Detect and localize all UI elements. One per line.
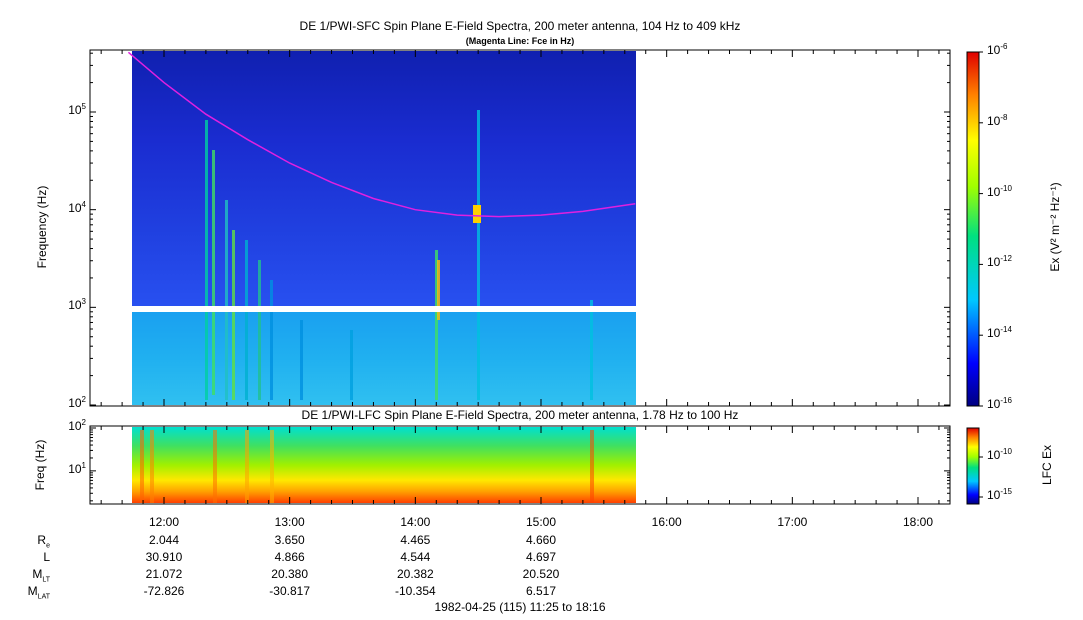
x-tick-label: 18:00 bbox=[902, 515, 934, 529]
upper-y-tick-label: 103 bbox=[68, 297, 86, 313]
upper-colorbar-tick-label: 10-16 bbox=[987, 396, 1012, 411]
x-axis-ticks bbox=[100, 50, 940, 504]
upper-y-axis-label: Frequency (Hz) bbox=[35, 185, 49, 269]
sfc-streak bbox=[590, 300, 593, 400]
upper-y-tick-label: 104 bbox=[68, 199, 86, 215]
lfc-streak bbox=[140, 430, 144, 503]
sfc-streak bbox=[350, 330, 353, 400]
lfc-streak bbox=[270, 430, 274, 503]
sfc-streak bbox=[225, 200, 228, 400]
lower-y-axis-label: Freq (Hz) bbox=[33, 439, 47, 491]
lower-colorbar-tick-label: 10-15 bbox=[987, 487, 1012, 502]
ephemeris-value: 4.660 bbox=[525, 533, 557, 547]
upper-colorbar-label-text: Ex (V² m⁻² Hz⁻¹) bbox=[1048, 182, 1062, 272]
lower-colorbar-label: LFC Ex bbox=[1040, 445, 1054, 486]
ephemeris-value: 20.382 bbox=[396, 567, 434, 581]
upper-colorbar-tick-label: 10-12 bbox=[987, 254, 1012, 270]
upper-y-ticks bbox=[90, 52, 950, 406]
sfc-streak bbox=[232, 230, 235, 400]
upper-panel-subtitle: (Magenta Line: Fce in Hz) bbox=[465, 36, 575, 46]
ephemeris-value: -30.817 bbox=[269, 584, 310, 598]
ephemeris-value: 6.517 bbox=[525, 584, 557, 598]
upper-colorbar bbox=[966, 51, 980, 407]
sfc-hotspot bbox=[473, 205, 481, 223]
lower-y-ticks bbox=[90, 427, 950, 502]
ephemeris-row-label: MLAT bbox=[27, 584, 50, 601]
sfc-streak bbox=[435, 250, 438, 400]
lower-y-tick-label: 102 bbox=[68, 418, 86, 433]
ephemeris-row-label: Re bbox=[37, 533, 50, 550]
sfc-spectrogram-low bbox=[132, 312, 636, 405]
lower-panel-title: DE 1/PWI-LFC Spin Plane E-Field Spectra,… bbox=[301, 408, 739, 422]
x-tick-label: 16:00 bbox=[651, 515, 682, 529]
ephemeris-value: 4.697 bbox=[525, 550, 557, 564]
ephemeris-value: -10.354 bbox=[394, 584, 436, 598]
lfc-streak bbox=[590, 430, 594, 503]
lower-colorbar-ticks bbox=[979, 456, 983, 498]
x-tick-label: 14:00 bbox=[400, 515, 431, 529]
ephemeris-value: 21.072 bbox=[145, 567, 183, 581]
lower-colorbar-tick-label: 10-10 bbox=[987, 447, 1012, 462]
x-tick-label: 15:00 bbox=[525, 515, 557, 529]
ephemeris-value: 3.650 bbox=[274, 533, 305, 547]
ephemeris-value: 20.380 bbox=[271, 567, 308, 581]
upper-colorbar-tick-label: 10-6 bbox=[987, 42, 1008, 57]
date-range-label: 1982-04-25 (115) 11:25 to 18:16 bbox=[434, 600, 606, 614]
upper-y-tick-label: 105 bbox=[68, 102, 86, 117]
ephemeris-row-label: L bbox=[43, 550, 50, 564]
ephemeris-value: 4.544 bbox=[400, 550, 431, 564]
sfc-streak bbox=[205, 120, 208, 400]
sfc-streak bbox=[212, 150, 215, 395]
x-tick-label: 12:00 bbox=[148, 515, 180, 529]
ephemeris-value: 2.044 bbox=[148, 533, 180, 547]
lfc-streak bbox=[150, 430, 154, 503]
sfc-streak bbox=[300, 320, 303, 400]
upper-colorbar-tick-label: 10-8 bbox=[987, 112, 1008, 128]
lower-y-tick-label: 101 bbox=[68, 460, 86, 476]
upper-colorbar-label: Ex (V² m⁻² Hz⁻¹) bbox=[1048, 172, 1062, 282]
upper-colorbar-tick-label: 10-14 bbox=[987, 325, 1012, 341]
ephemeris-value: 30.910 bbox=[145, 550, 183, 564]
upper-colorbar-tick-label: 10-10 bbox=[987, 183, 1012, 199]
sfc-spectrogram-high bbox=[132, 51, 636, 306]
ephemeris-value: 4.465 bbox=[400, 533, 431, 547]
lfc-emission-streaks bbox=[140, 430, 594, 503]
upper-y-tick-label: 102 bbox=[68, 395, 86, 410]
sfc-streak bbox=[245, 240, 248, 400]
sfc-emission-streaks bbox=[132, 110, 636, 400]
lower-colorbar bbox=[966, 427, 980, 505]
x-tick-label: 13:00 bbox=[274, 515, 305, 529]
ephemeris-row-label: MLT bbox=[32, 567, 50, 584]
upper-panel-title: DE 1/PWI-SFC Spin Plane E-Field Spectra,… bbox=[299, 19, 741, 33]
sfc-streak bbox=[437, 260, 440, 320]
upper-colorbar-ticks bbox=[979, 51, 983, 407]
sfc-gap bbox=[132, 306, 636, 312]
ephemeris-value: 4.866 bbox=[274, 550, 305, 564]
lfc-spectrogram bbox=[132, 427, 636, 503]
sfc-streak bbox=[258, 260, 261, 400]
lfc-streak bbox=[245, 430, 249, 503]
lfc-streak bbox=[213, 430, 217, 503]
sfc-streak bbox=[477, 110, 480, 400]
fce-magenta-line bbox=[127, 51, 636, 218]
ephemeris-value: -72.826 bbox=[143, 584, 185, 598]
sfc-streak bbox=[270, 280, 273, 400]
ephemeris-value: 20.520 bbox=[522, 567, 560, 581]
x-tick-label: 17:00 bbox=[777, 515, 808, 529]
